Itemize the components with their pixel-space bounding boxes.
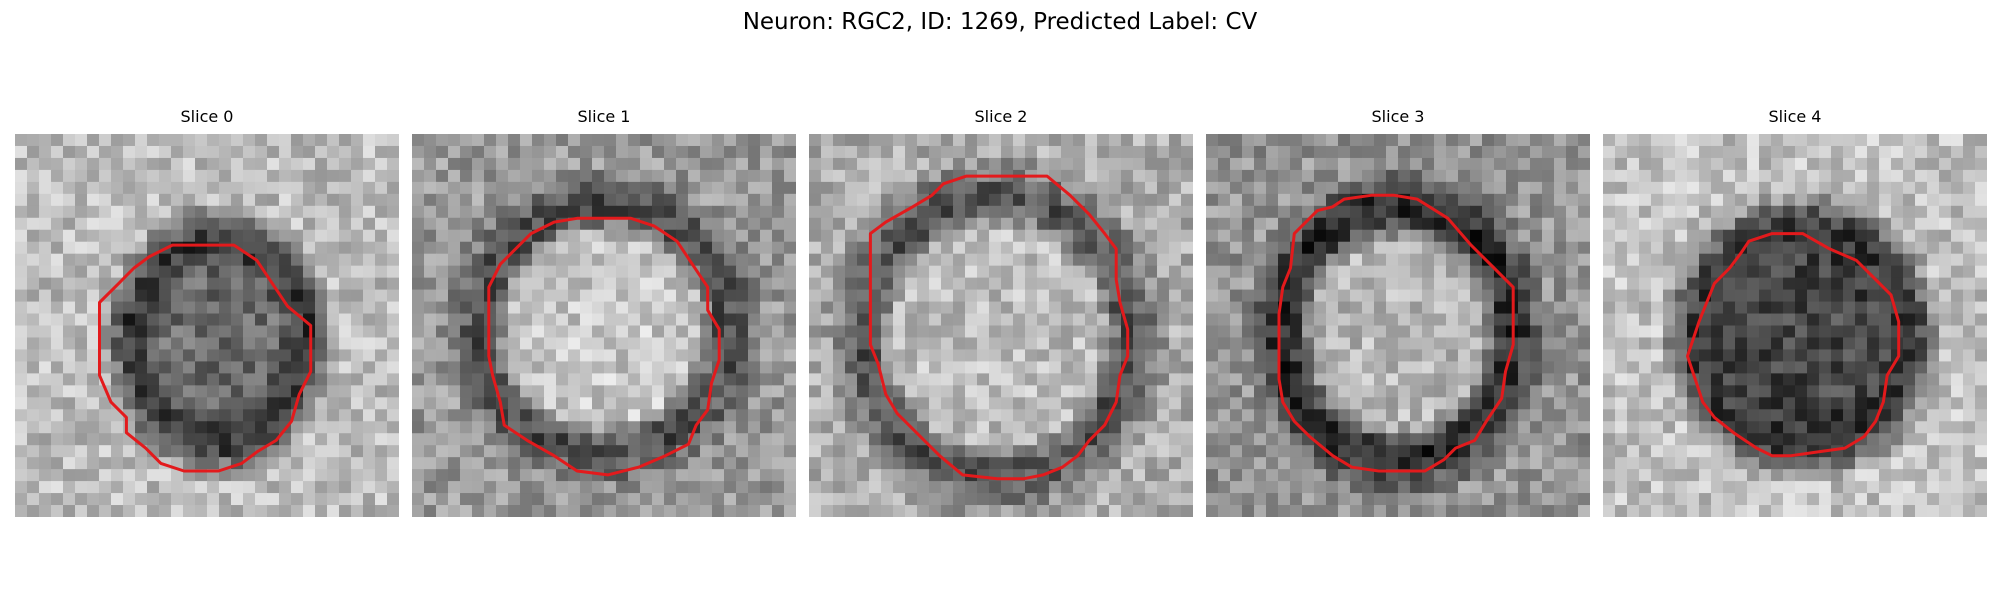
cell-contour-outline <box>98 243 313 473</box>
microscopy-slice-image <box>15 134 399 517</box>
microscopy-slice-image <box>1206 134 1590 517</box>
microscopy-slice-image <box>809 134 1193 517</box>
cell-contour-outline <box>868 174 1130 481</box>
microscopy-slice-image <box>412 134 796 517</box>
slice-title: Slice 4 <box>1768 107 1822 126</box>
cell-contour-outline <box>1277 193 1515 473</box>
cell-contour-outline <box>1686 232 1901 458</box>
slice-title: Slice 2 <box>974 107 1028 126</box>
slice-title: Slice 1 <box>577 107 631 126</box>
slice-title: Slice 3 <box>1371 107 1425 126</box>
cell-contour-outline <box>487 216 721 477</box>
slice-title: Slice 0 <box>180 107 234 126</box>
microscopy-slice-image <box>1603 134 1987 517</box>
figure-title: Neuron: RGC2, ID: 1269, Predicted Label:… <box>742 9 1258 35</box>
